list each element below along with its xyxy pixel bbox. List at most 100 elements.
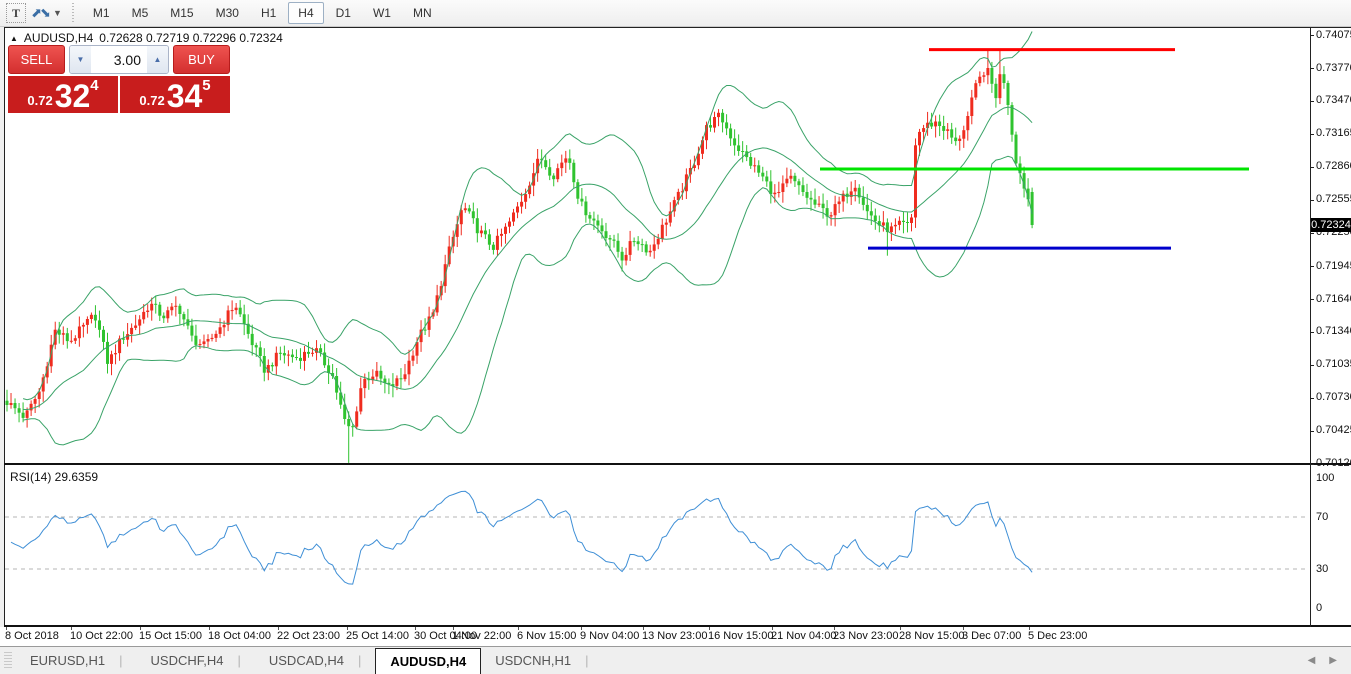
volume-input[interactable] xyxy=(91,46,147,73)
chart-tab-bar: EURUSD,H1USDCHF,H4USDCAD,H4AUDUSD,H4USDC… xyxy=(0,646,1351,674)
timeframe-button-m30[interactable]: M30 xyxy=(215,6,239,20)
timeframe-button-w1[interactable]: W1 xyxy=(372,6,391,20)
tab-eurusd-h1[interactable]: EURUSD,H1 xyxy=(16,647,137,674)
arrows-tool-icon[interactable]: ⬈⬊ xyxy=(31,5,51,20)
time-axis-tick xyxy=(278,627,279,630)
timeframe-button-m5[interactable]: M5 xyxy=(131,6,149,20)
sell-price-prefix: 0.72 xyxy=(27,93,53,108)
time-axis-tick xyxy=(415,627,416,630)
volume-decrease-button[interactable]: ▼ xyxy=(70,46,91,73)
collapse-arrow-icon[interactable]: ▲ xyxy=(10,33,18,43)
buy-button[interactable]: BUY xyxy=(173,45,230,74)
price-axis-tick xyxy=(1310,166,1314,168)
timeframe-button-m1[interactable]: M1 xyxy=(92,6,110,20)
one-click-trade-panel: SELL ▼ ▲ BUY 0.72 32 4 0.72 34 5 xyxy=(8,45,230,113)
time-axis-label: 9 Nov 04:00 xyxy=(580,630,640,642)
time-axis-label: 3 Dec 07:00 xyxy=(962,630,1022,642)
time-axis-tick xyxy=(709,627,710,630)
price-axis-tick xyxy=(1310,364,1314,366)
timeframe-buttons: M1 M5 M15 M30 H1 H4 D1 W1 MN xyxy=(82,2,443,24)
toolbar: T ⬈⬊ ▼ M1 M5 M15 M30 H1 H4 D1 W1 MN xyxy=(0,0,1351,27)
time-axis: 8 Oct 2018 10 Oct 22:00 15 Oct 15:00 18 Oct… xyxy=(0,627,1351,646)
time-axis-tick xyxy=(834,627,835,630)
time-axis-label: 5 Dec 23:00 xyxy=(1028,630,1088,642)
price-axis-tick xyxy=(1310,397,1314,399)
price-axis-label: 0.70425 xyxy=(1316,424,1351,437)
tab-scroll-right-icon[interactable]: ▶ xyxy=(1329,655,1337,666)
time-axis-label: 30 Oct 04:00 xyxy=(414,630,477,642)
sell-price-pips: 32 xyxy=(54,78,91,114)
price-axis-tick xyxy=(1310,68,1314,70)
time-axis-tick xyxy=(453,627,454,630)
timeframe-button-h1[interactable]: H1 xyxy=(260,6,277,20)
rsi-pane-bottom-border xyxy=(4,625,1351,627)
tab-scroll-buttons: ◀ ▶ xyxy=(1308,647,1351,674)
rsi-chart-canvas[interactable] xyxy=(5,466,1310,625)
time-axis-tick xyxy=(71,627,72,630)
time-axis-tick xyxy=(6,627,7,630)
time-axis-tick xyxy=(209,627,210,630)
price-axis-tick xyxy=(1310,100,1314,102)
price-axis-label: 0.71035 xyxy=(1316,358,1351,371)
text-tool-button[interactable]: T xyxy=(6,3,26,23)
arrows-dropdown-caret-icon[interactable]: ▼ xyxy=(53,8,62,18)
time-axis-tick xyxy=(518,627,519,630)
tab-usdcad-h4[interactable]: USDCAD,H4 xyxy=(255,647,376,674)
timeframe-button-mn[interactable]: MN xyxy=(412,6,432,20)
chart-tabs: EURUSD,H1USDCHF,H4USDCAD,H4AUDUSD,H4USDC… xyxy=(16,647,602,674)
ohlc-values: 0.72628 0.72719 0.72296 0.72324 xyxy=(99,31,283,45)
time-axis-tick xyxy=(581,627,582,630)
time-axis-label: 18 Oct 04:00 xyxy=(208,630,271,642)
price-axis-tick xyxy=(1310,299,1314,301)
time-axis-tick xyxy=(1029,627,1030,630)
buy-price-prefix: 0.72 xyxy=(139,93,165,108)
buy-quote-button[interactable]: 0.72 34 5 xyxy=(120,76,230,113)
timeframe-button-d1[interactable]: D1 xyxy=(335,6,351,20)
tab-bar-grip xyxy=(4,652,12,669)
rsi-axis-label: 0 xyxy=(1316,601,1323,614)
time-axis-label: 23 Nov 23:00 xyxy=(833,630,899,642)
tab-usdcnh-h1[interactable]: USDCNH,H1 xyxy=(481,647,602,674)
rsi-axis-label: 70 xyxy=(1316,510,1329,523)
time-axis-label: 6 Nov 15:00 xyxy=(517,630,577,642)
time-axis-tick xyxy=(347,627,348,630)
price-axis-tick xyxy=(1310,463,1314,465)
tab-usdchf-h4[interactable]: USDCHF,H4 xyxy=(137,647,255,674)
buy-price-point: 5 xyxy=(202,77,211,94)
pane-divider[interactable] xyxy=(4,463,1351,465)
main-chart-canvas[interactable] xyxy=(5,28,1310,464)
time-axis-label: 22 Oct 23:00 xyxy=(277,630,340,642)
price-axis-label: 0.72555 xyxy=(1316,193,1351,206)
price-axis-label: 0.74075 xyxy=(1316,28,1351,41)
tab-audusd-h4[interactable]: AUDUSD,H4 xyxy=(375,648,482,674)
time-axis-label: 15 Oct 15:00 xyxy=(139,630,202,642)
price-axis-tick xyxy=(1310,35,1314,36)
price-axis-tick xyxy=(1310,232,1314,234)
time-axis-label: 10 Oct 22:00 xyxy=(70,630,133,642)
price-axis-label: 0.71945 xyxy=(1316,259,1351,272)
symbol-title: AUDUSD,H4 xyxy=(23,31,94,45)
time-axis-label: 1 Nov 22:00 xyxy=(452,630,512,642)
time-axis-tick xyxy=(140,627,141,630)
tab-scroll-left-icon[interactable]: ◀ xyxy=(1307,655,1316,666)
toolbar-separator xyxy=(70,3,76,23)
sell-button[interactable]: SELL xyxy=(8,45,65,74)
time-axis-tick xyxy=(963,627,964,630)
volume-increase-button[interactable]: ▲ xyxy=(147,46,168,73)
chart-header: ▲ AUDUSD,H4 0.72628 0.72719 0.72296 0.72… xyxy=(10,31,283,45)
time-axis-tick xyxy=(772,627,773,630)
time-axis-label: 13 Nov 23:00 xyxy=(642,630,708,642)
time-axis-tick xyxy=(900,627,901,630)
time-axis-label: 16 Nov 15:00 xyxy=(708,630,774,642)
timeframe-button-h4[interactable]: H4 xyxy=(288,2,324,24)
price-axis-tick xyxy=(1310,430,1314,432)
timeframe-button-m15[interactable]: M15 xyxy=(170,6,194,20)
sell-quote-button[interactable]: 0.72 32 4 xyxy=(8,76,118,113)
buy-price-pips: 34 xyxy=(166,78,203,114)
price-axis-tick xyxy=(1310,199,1314,201)
